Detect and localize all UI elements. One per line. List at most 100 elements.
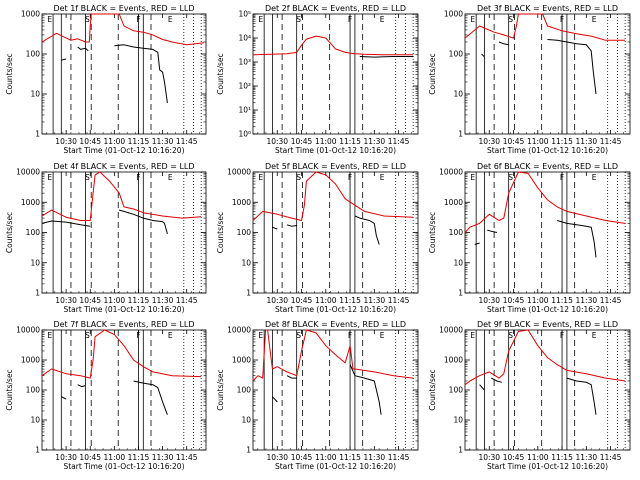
- x-tick-label: 10:45: [503, 137, 525, 146]
- events-series-line: [77, 46, 89, 52]
- x-tick-label: 10:30: [266, 296, 288, 305]
- x-axis-label: Start Time (01-Oct-12 10:16:20): [487, 305, 608, 314]
- detector-panel-1: Det 1f BLACK = Events, RED = LLD 1 10 100 10…: [5, 4, 207, 155]
- flag-label: E: [592, 15, 597, 24]
- flag-label: E: [258, 15, 263, 24]
- x-tick-label: 11:15: [339, 137, 361, 146]
- y-tick-label: 10²: [238, 82, 251, 91]
- y-tick-label: 10: [30, 416, 40, 425]
- flag-label: E: [168, 15, 173, 24]
- flag-label: E: [380, 15, 385, 24]
- panel-title: Det 6f BLACK = Events, RED = LLD: [477, 162, 618, 171]
- y-tick-label: 1: [35, 289, 40, 298]
- x-tick-label: 11:15: [551, 137, 573, 146]
- x-tick-label: 11:45: [600, 137, 622, 146]
- x-tick-label: 11:30: [576, 137, 598, 146]
- lld-series-line: [41, 13, 205, 46]
- flag-label: F: [136, 15, 140, 24]
- y-tick-label: 10: [453, 90, 463, 99]
- x-tick-label: 10:30: [55, 137, 77, 146]
- x-tick-label: 10:30: [55, 453, 77, 462]
- y-tick-label: 100: [26, 228, 41, 237]
- x-axis-label: Start Time (01-Oct-12 10:16:20): [63, 146, 184, 155]
- x-axis-label: Start Time (01-Oct-12 10:16:20): [487, 462, 608, 471]
- x-tick-label: 10:30: [55, 296, 77, 305]
- x-tick-label: 10:45: [79, 137, 101, 146]
- x-tick-label: 11:15: [128, 453, 150, 462]
- y-tick-label: 100: [26, 386, 41, 395]
- events-series-line: [487, 229, 498, 233]
- y-tick-label: 1: [246, 446, 251, 455]
- panel-title: Det 9f BLACK = Events, RED = LLD: [477, 320, 618, 329]
- x-tick-label: 11:30: [152, 453, 174, 462]
- flag-label: E: [168, 331, 173, 340]
- y-tick-label: 1: [458, 446, 463, 455]
- lld-series-line: [41, 171, 202, 221]
- events-series-line: [479, 384, 485, 391]
- flag-label: F: [560, 15, 564, 24]
- y-tick-label: 1: [458, 130, 463, 139]
- y-tick-label: 1: [35, 446, 40, 455]
- events-series-line: [359, 56, 414, 58]
- y-axis-label: Counts/sec: [428, 212, 437, 253]
- y-tick-label: 100: [449, 50, 464, 59]
- flag-label: E: [47, 173, 52, 182]
- panel-title: Det 3f BLACK = Events, RED = LLD: [477, 4, 618, 13]
- x-axis-label: Start Time (01-Oct-12 10:16:20): [487, 146, 608, 155]
- detector-panel-2: Det 2f BLACK = Events, RED = LLD 10⁰ 10¹ 10…: [216, 4, 419, 155]
- flag-label: E: [258, 331, 263, 340]
- flag-label: S: [296, 331, 301, 340]
- y-axis-label: Counts/sec: [216, 369, 225, 410]
- flag-label: S: [296, 15, 301, 24]
- x-tick-label: 11:15: [128, 296, 150, 305]
- detector-panel-8: Det 8f BLACK = Events, RED = LLD 1 10 100 10…: [216, 320, 419, 471]
- x-tick-label: 10:30: [266, 453, 288, 462]
- x-tick-label: 11:00: [315, 453, 337, 462]
- y-tick-label: 10000: [439, 326, 463, 335]
- x-tick-label: 11:15: [128, 137, 150, 146]
- lld-series-line: [252, 35, 414, 56]
- x-tick-label: 11:00: [527, 137, 549, 146]
- x-tick-label: 10:30: [478, 137, 500, 146]
- x-tick-label: 11:30: [364, 453, 386, 462]
- y-tick-label: 10: [453, 416, 463, 425]
- x-tick-label: 11:30: [364, 137, 386, 146]
- flag-label: E: [47, 331, 52, 340]
- x-tick-label: 11:00: [104, 137, 126, 146]
- plot-frame: [464, 171, 631, 294]
- y-tick-label: 100: [449, 228, 464, 237]
- plot-frame: [464, 13, 631, 135]
- y-tick-label: 1: [35, 130, 40, 139]
- plot-frame: [252, 13, 419, 135]
- y-tick-label: 1: [458, 289, 463, 298]
- x-axis-label: Start Time (01-Oct-12 10:16:20): [275, 146, 396, 155]
- plot-frame: [252, 171, 419, 294]
- panel-title: Det 2f BLACK = Events, RED = LLD: [265, 4, 406, 13]
- panel-title: Det 8f BLACK = Events, RED = LLD: [265, 320, 406, 329]
- y-tick-label: 10⁰: [238, 130, 251, 139]
- panel-title: Det 1f BLACK = Events, RED = LLD: [53, 4, 194, 13]
- y-tick-label: 1000: [21, 198, 40, 207]
- events-series-line: [349, 364, 382, 415]
- y-tick-label: 1000: [232, 198, 251, 207]
- y-tick-label: 10: [241, 258, 251, 267]
- flag-label: F: [560, 331, 564, 340]
- y-tick-label: 10000: [16, 326, 40, 335]
- x-tick-label: 11:45: [176, 296, 198, 305]
- lld-series-line: [252, 171, 414, 221]
- y-tick-label: 1000: [444, 356, 463, 365]
- flag-label: E: [470, 15, 475, 24]
- events-series-line: [61, 58, 67, 61]
- events-series-line: [547, 39, 597, 95]
- x-tick-label: 10:45: [79, 453, 101, 462]
- x-tick-label: 11:00: [104, 296, 126, 305]
- x-tick-label: 10:45: [291, 453, 313, 462]
- flag-label: F: [136, 331, 140, 340]
- y-tick-label: 1000: [21, 356, 40, 365]
- y-axis-label: Counts/sec: [5, 212, 14, 253]
- flag-label: S: [85, 15, 90, 24]
- x-tick-label: 10:45: [503, 296, 525, 305]
- flag-label: S: [296, 173, 301, 182]
- plot-frame: [41, 13, 207, 135]
- lld-series-line: [464, 13, 626, 41]
